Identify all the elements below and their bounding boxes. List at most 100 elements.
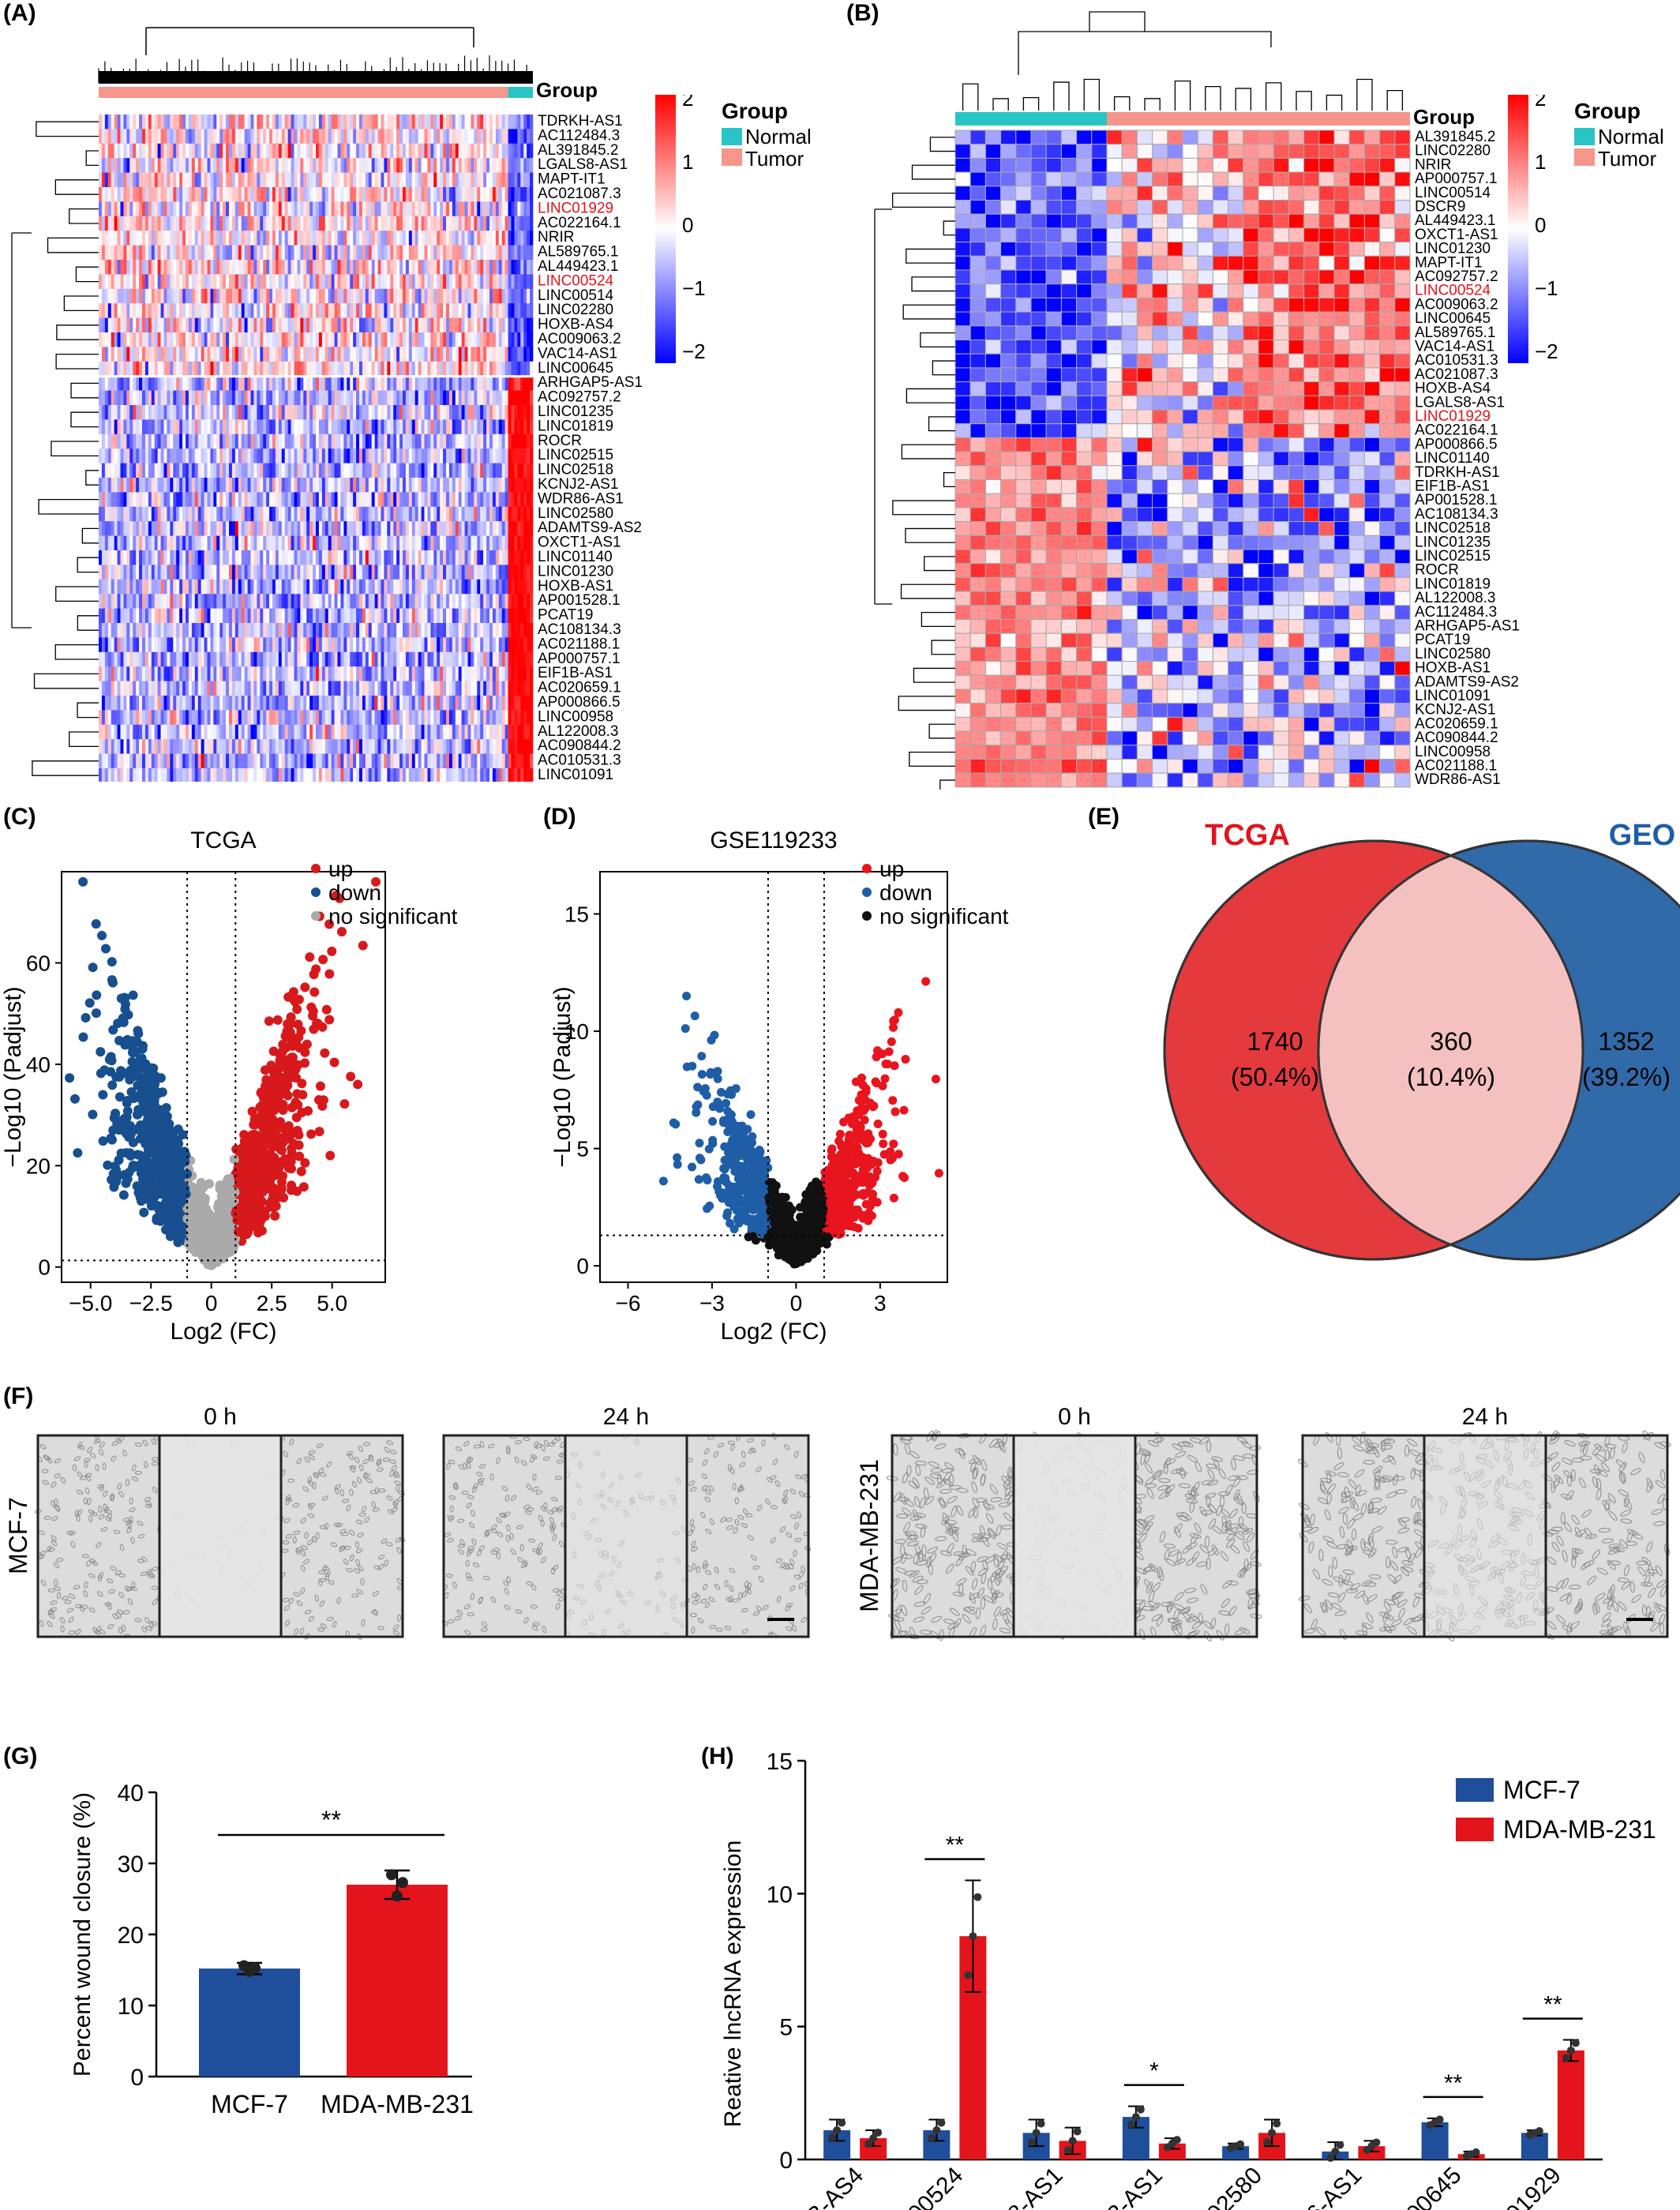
heatmap-cell <box>362 390 366 406</box>
heatmap-cell <box>101 579 106 595</box>
heatmap-cell <box>511 419 515 435</box>
heatmap-cell <box>517 143 521 159</box>
heatmap-cell <box>486 332 490 347</box>
heatmap-cell <box>356 492 360 508</box>
heatmap-cell <box>405 216 410 231</box>
heatmap-cell <box>244 158 248 173</box>
heatmap-cell <box>136 376 140 391</box>
heatmap-cell <box>418 550 422 565</box>
heatmap-cell <box>294 158 298 173</box>
heatmap-cell <box>104 463 109 478</box>
heatmap-a: GroupTDRKH-AS1AC112484.3AL391845.2LGALS8… <box>11 27 643 782</box>
heatmap-cell <box>483 216 487 231</box>
heatmap-cell <box>114 492 118 508</box>
heatmap-cell <box>133 317 137 333</box>
heatmap-cell <box>231 608 236 624</box>
heatmap-cell <box>359 172 363 188</box>
heatmap-cell <box>173 187 177 202</box>
heatmap-cell <box>219 463 223 478</box>
heatmap-cell <box>101 419 106 435</box>
heatmap-cell <box>266 216 270 231</box>
heatmap-cell <box>458 535 462 551</box>
heatmap-cell <box>170 129 174 144</box>
heatmap-cell <box>421 594 425 609</box>
heatmap-cell <box>104 448 109 463</box>
heatmap-cell <box>480 245 484 261</box>
heatmap-cell <box>334 579 338 595</box>
heatmap-cell <box>437 260 441 275</box>
heatmap-cell <box>377 317 381 333</box>
heatmap-cell <box>440 347 444 362</box>
heatmap-cell <box>154 608 158 624</box>
heatmap-cell <box>306 433 310 449</box>
heatmap-cell <box>517 361 521 377</box>
heatmap-cell <box>284 260 288 275</box>
heatmap-cell <box>207 129 211 144</box>
heatmap-cell <box>154 288 158 304</box>
heatmap-cell <box>250 608 254 624</box>
heatmap-cell <box>362 332 366 347</box>
heatmap-cell <box>486 317 490 333</box>
heatmap-cell <box>464 405 468 420</box>
heatmap-cell <box>374 608 378 624</box>
heatmap-cell <box>210 288 214 304</box>
heatmap-cell <box>517 245 521 261</box>
heatmap-cell <box>136 201 140 217</box>
heatmap-cell <box>489 129 493 144</box>
heatmap-cell <box>467 201 471 217</box>
heatmap-cell <box>340 260 344 275</box>
heatmap-cell <box>452 347 456 362</box>
heatmap-cell <box>430 521 434 536</box>
heatmap-cell <box>151 463 156 478</box>
heatmap-cell <box>403 361 407 377</box>
heatmap-cell <box>210 347 214 362</box>
heatmap-cell <box>114 201 118 217</box>
heatmap-cell <box>111 172 114 188</box>
heatmap-cell <box>504 419 508 435</box>
heatmap-cell <box>523 579 527 595</box>
heatmap-cell <box>223 129 227 144</box>
heatmap-cell <box>495 535 500 551</box>
heatmap-cell <box>377 565 381 580</box>
heatmap-cell <box>179 347 183 362</box>
heatmap-cell <box>191 390 196 406</box>
heatmap-cell <box>443 390 447 406</box>
heatmap-cell <box>194 260 199 275</box>
heatmap-cell <box>523 608 527 624</box>
heatmap-cell <box>337 216 341 231</box>
heatmap-cell <box>448 594 453 609</box>
heatmap-cell <box>148 332 152 347</box>
heatmap-cell <box>253 201 257 217</box>
heatmap-cell <box>464 187 468 202</box>
heatmap-cell <box>253 260 257 275</box>
heatmap-cell <box>234 260 239 275</box>
heatmap-cell <box>437 201 441 217</box>
heatmap-cell <box>182 419 186 435</box>
heatmap-cell <box>272 390 276 406</box>
heatmap-cell <box>492 433 497 449</box>
heatmap-cell <box>381 317 384 333</box>
heatmap-cell <box>427 594 431 609</box>
heatmap-cell <box>216 463 220 478</box>
heatmap-cell <box>157 579 161 595</box>
heatmap-cell <box>313 608 317 624</box>
heatmap-cell <box>139 317 143 333</box>
heatmap-cell <box>387 303 391 318</box>
heatmap-cell <box>300 521 304 536</box>
heatmap-cell <box>477 187 481 202</box>
heatmap-cell <box>467 506 471 522</box>
heatmap-cell <box>194 187 199 202</box>
heatmap-cell <box>107 114 112 129</box>
heatmap-cell <box>154 433 158 449</box>
heatmap-cell <box>260 608 264 624</box>
heatmap-cell <box>247 231 251 246</box>
heatmap-cell <box>343 579 347 595</box>
heatmap-cell <box>362 347 366 362</box>
heatmap-cell <box>430 390 434 406</box>
heatmap-cell <box>154 405 158 420</box>
heatmap-cell <box>247 376 251 391</box>
heatmap-cell <box>390 143 394 159</box>
heatmap-cell <box>381 448 384 463</box>
heatmap-cell <box>157 433 161 449</box>
heatmap-cell <box>201 245 204 261</box>
